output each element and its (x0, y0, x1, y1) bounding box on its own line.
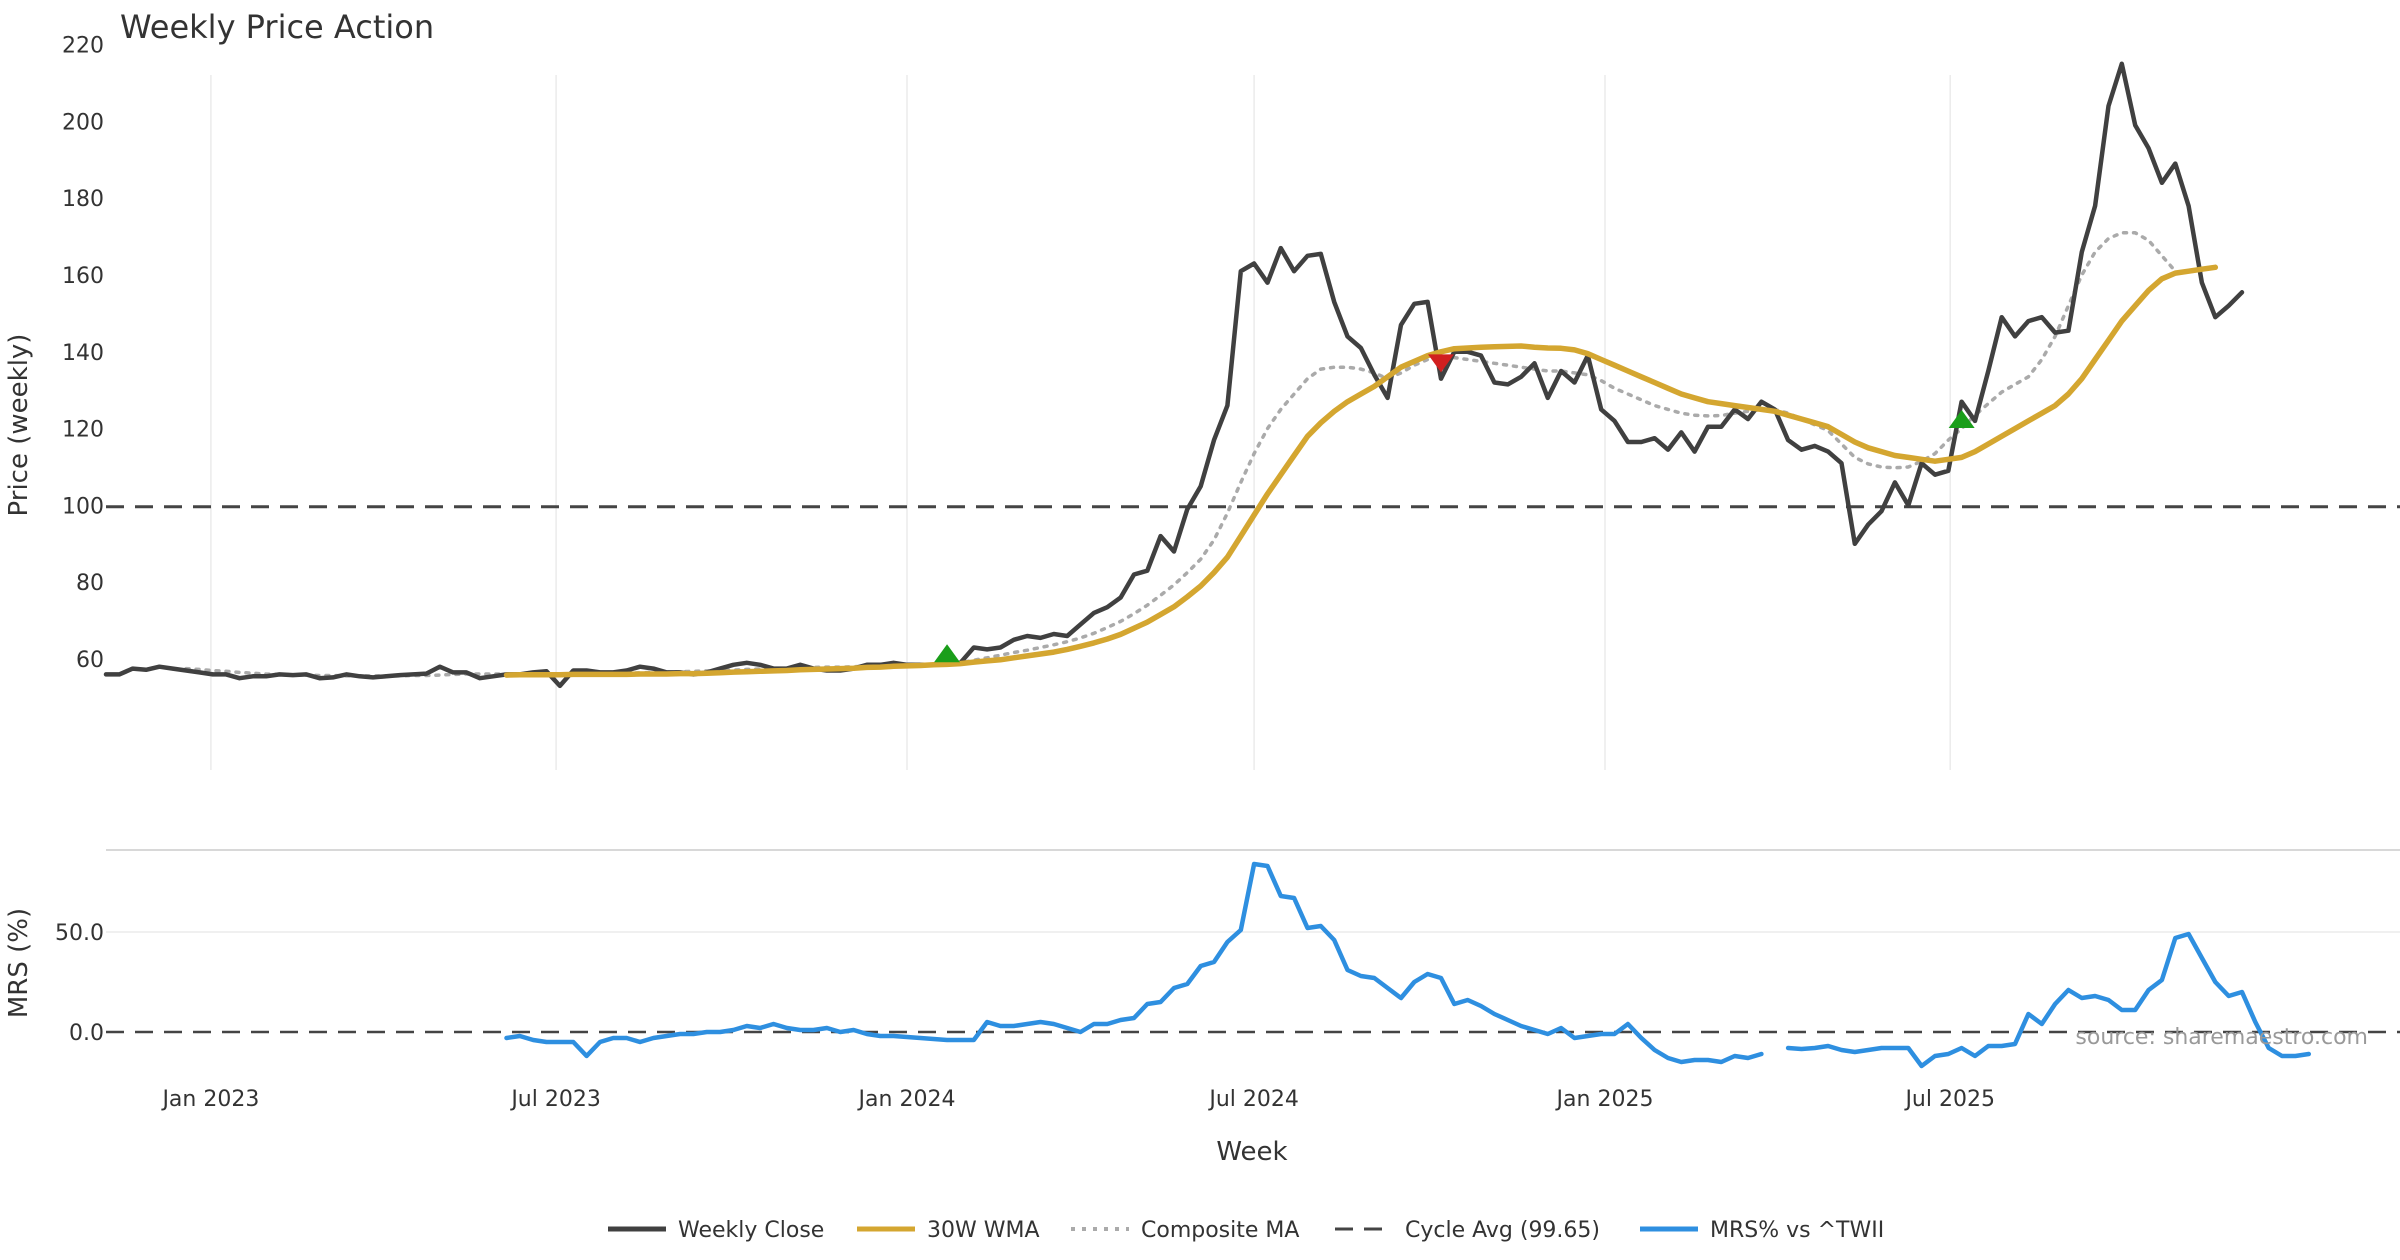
buy-signal-marker (934, 644, 961, 663)
price-y-tick-label: 200 (62, 110, 104, 135)
price-series-group (103, 61, 2245, 689)
composite-ma-line (184, 231, 2178, 678)
x-tick-label: Jan 2023 (160, 1087, 259, 1112)
buy-signal-marker (1948, 410, 1975, 428)
x-tick-label: Jan 2025 (1555, 1087, 1654, 1112)
mrs-line (1785, 931, 2312, 1069)
price-y-tick-label: 160 (62, 264, 104, 289)
price-y-tick-label: 100 (62, 494, 104, 519)
x-tick-label: Jul 2024 (1207, 1087, 1299, 1112)
weekly-close-line (103, 61, 2245, 689)
signal-markers (934, 354, 1975, 663)
mrs-series-group (504, 861, 2312, 1069)
price-y-tick-label: 60 (76, 648, 104, 673)
wma-30w-line (503, 264, 2219, 678)
price-grid (210, 75, 1951, 770)
source-note: source: sharemaestro.com (2075, 1025, 2368, 1050)
legend-label: 30W WMA (927, 1218, 1040, 1243)
legend-label: Composite MA (1141, 1218, 1299, 1243)
price-y-tick-label: 220 (62, 34, 104, 59)
price-y-axis-label: Price (weekly) (4, 334, 34, 517)
legend: Weekly Close 30W WMA Composite MA Cycle Avg… (608, 1218, 1884, 1243)
price-y-axis: 60 80 100 120 140 160 180 200 220 (62, 34, 104, 673)
mrs-grid (106, 931, 2400, 1034)
legend-label: Weekly Close (678, 1218, 824, 1243)
mrs-y-tick-label: 50.0 (55, 921, 104, 946)
price-y-tick-label: 120 (62, 418, 104, 443)
mrs-y-axis-label: MRS (%) (4, 908, 34, 1018)
legend-label: MRS% vs ^TWII (1710, 1218, 1884, 1243)
x-axis-label: Week (1216, 1137, 1287, 1167)
mrs-line (504, 861, 1764, 1065)
sell-signal-marker (1428, 354, 1454, 373)
x-tick-label: Jul 2023 (509, 1087, 601, 1112)
chart-title: Weekly Price Action (120, 8, 434, 46)
mrs-y-axis: 0.0 50.0 (55, 921, 104, 1046)
x-tick-label: Jan 2024 (857, 1087, 956, 1112)
x-axis-ticks: Jan 2023 Jul 2023 Jan 2024 Jul 2024 Jan 2025… (160, 1087, 1995, 1112)
mrs-y-tick-label: 0.0 (69, 1021, 104, 1046)
price-y-tick-label: 140 (62, 341, 104, 366)
price-y-tick-label: 180 (62, 187, 104, 212)
price-y-tick-label: 80 (76, 571, 104, 596)
x-tick-label: Jul 2025 (1903, 1087, 1995, 1112)
legend-label: Cycle Avg (99.65) (1405, 1218, 1600, 1243)
